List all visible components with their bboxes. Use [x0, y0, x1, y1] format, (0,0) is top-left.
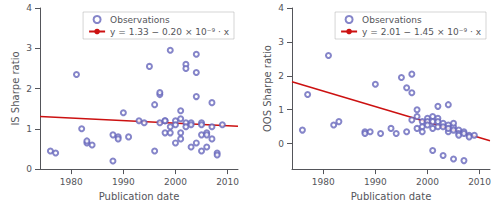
svg-text:3: 3	[278, 37, 284, 47]
svg-text:3: 3	[26, 43, 32, 53]
svg-text:4: 4	[278, 3, 284, 13]
svg-text:4: 4	[26, 3, 32, 13]
svg-text:2000: 2000	[416, 177, 439, 187]
svg-text:y = 1.33 − 0.20 × 10⁻⁹ · x: y = 1.33 − 0.20 × 10⁻⁹ · x	[110, 27, 230, 37]
svg-text:OOS Sharpe ratio: OOS Sharpe ratio	[262, 45, 273, 132]
svg-text:y = 2.01 − 1.45 × 10⁻⁹ · x: y = 2.01 − 1.45 × 10⁻⁹ · x	[362, 27, 482, 37]
svg-text:1990: 1990	[364, 177, 387, 187]
svg-text:2000: 2000	[164, 177, 187, 187]
svg-text:2010: 2010	[216, 177, 239, 187]
svg-text:IS Sharpe ratio: IS Sharpe ratio	[10, 51, 21, 125]
svg-text:Observations: Observations	[362, 15, 422, 25]
svg-text:Observations: Observations	[110, 15, 170, 25]
svg-text:Publication date: Publication date	[99, 191, 180, 202]
svg-text:0: 0	[26, 164, 32, 174]
svg-text:1980: 1980	[312, 177, 335, 187]
svg-text:2: 2	[278, 71, 284, 81]
svg-text:2: 2	[26, 84, 32, 94]
svg-text:1: 1	[278, 105, 284, 115]
svg-text:1980: 1980	[60, 177, 83, 187]
svg-text:1990: 1990	[112, 177, 135, 187]
svg-text:2010: 2010	[468, 177, 491, 187]
svg-text:1: 1	[26, 124, 32, 134]
svg-text:Publication date: Publication date	[351, 191, 432, 202]
svg-text:0: 0	[278, 139, 284, 149]
